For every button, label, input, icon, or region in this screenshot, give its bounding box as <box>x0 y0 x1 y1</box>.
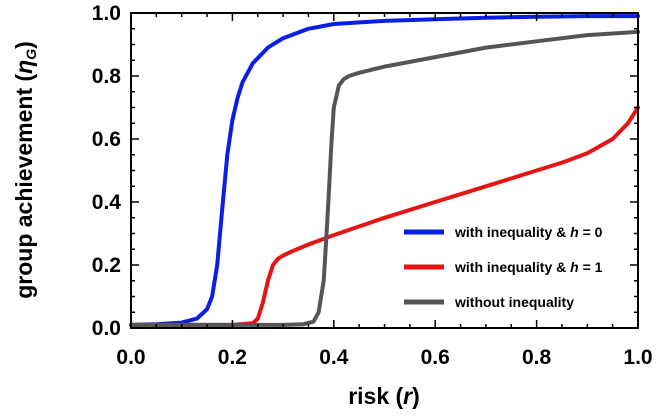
series-line-0 <box>129 14 640 327</box>
x-tick-label: 0.4 <box>319 346 349 369</box>
legend: with inequality & h = 0 with inequality &… <box>404 224 603 310</box>
series-layer <box>129 14 640 327</box>
plot-frame <box>130 12 639 329</box>
x-tick-label: 1.0 <box>623 346 652 369</box>
series-line-1 <box>129 105 640 327</box>
y-tick-label: 0.6 <box>92 128 121 151</box>
y-tick-label: 1.0 <box>92 2 121 25</box>
y-tick-label: 0.4 <box>92 191 122 214</box>
ticks-layer <box>130 12 639 329</box>
tick-labels-layer: 0.0 0.2 0.4 0.6 0.8 1.0 0.0 0.2 0.4 0.6 0.8 1.0 <box>92 2 653 369</box>
x-tick-label: 0.8 <box>522 346 552 369</box>
legend-label-2: without inequality <box>454 294 574 310</box>
y-axis-label: group achievement (ηG) <box>11 41 39 299</box>
x-tick-label: 0.6 <box>421 346 450 369</box>
y-tick-label: 0.0 <box>92 317 121 340</box>
legend-label-1: with inequality & h = 1 <box>454 259 603 275</box>
y-tick-label: 0.8 <box>92 65 122 88</box>
x-tick-label: 0.0 <box>116 346 145 369</box>
series-line-2 <box>129 29 640 327</box>
x-axis-label: risk (r) <box>348 383 420 409</box>
legend-label-0: with inequality & h = 0 <box>454 224 603 240</box>
y-tick-label: 0.2 <box>92 254 121 277</box>
x-tick-label: 0.2 <box>218 346 247 369</box>
